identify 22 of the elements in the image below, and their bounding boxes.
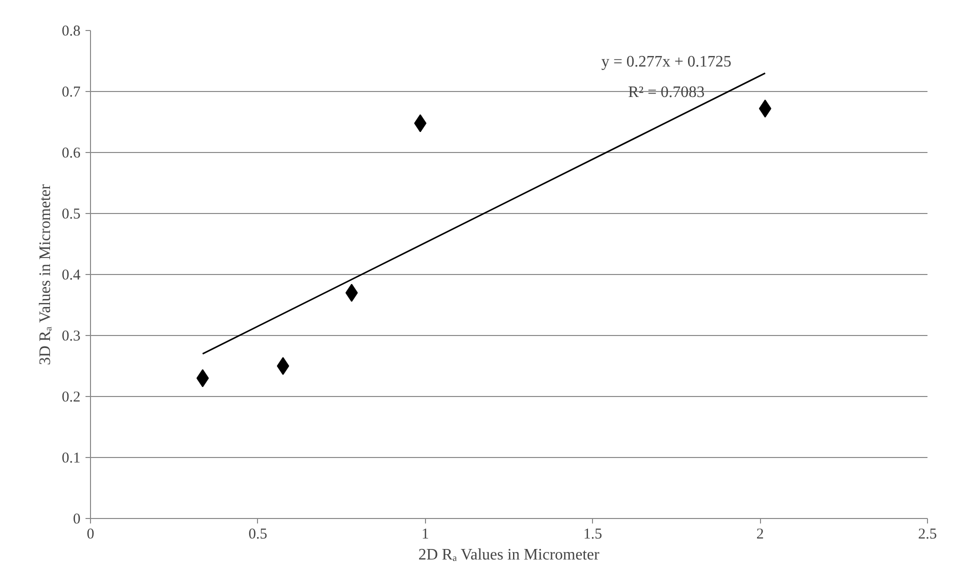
y-tick-label: 0.2	[62, 390, 80, 406]
y-axis-title: 3D Rₐ Values in Micrometer	[36, 184, 54, 366]
y-tick-label: 0	[73, 512, 80, 528]
y-tick-label: 0.4	[62, 268, 81, 284]
y-tick-label: 0.5	[62, 206, 80, 222]
x-tick-label: 2.5	[918, 526, 937, 542]
y-tick-label: 0.3	[62, 328, 80, 344]
x-axis-title: 2D Rₐ Values in Micrometer	[418, 546, 600, 564]
annotation: y = 0.277x + 0.1725	[601, 54, 732, 71]
x-tick-label: 0.5	[248, 526, 268, 542]
point	[276, 357, 290, 375]
point	[196, 369, 209, 388]
x-tick-label: 2	[756, 526, 764, 542]
y-tick-label: 0.6	[62, 146, 81, 162]
x-tick-label: 1.5	[583, 526, 602, 542]
x-tick-label: 1	[422, 526, 430, 542]
x-tick-label: 0	[86, 526, 94, 542]
y-tick-label: 0.8	[62, 24, 80, 40]
y-tick-label: 0.7	[62, 84, 81, 100]
point	[758, 100, 772, 118]
y-tick-label: 0.1	[62, 450, 80, 466]
point	[345, 284, 358, 302]
